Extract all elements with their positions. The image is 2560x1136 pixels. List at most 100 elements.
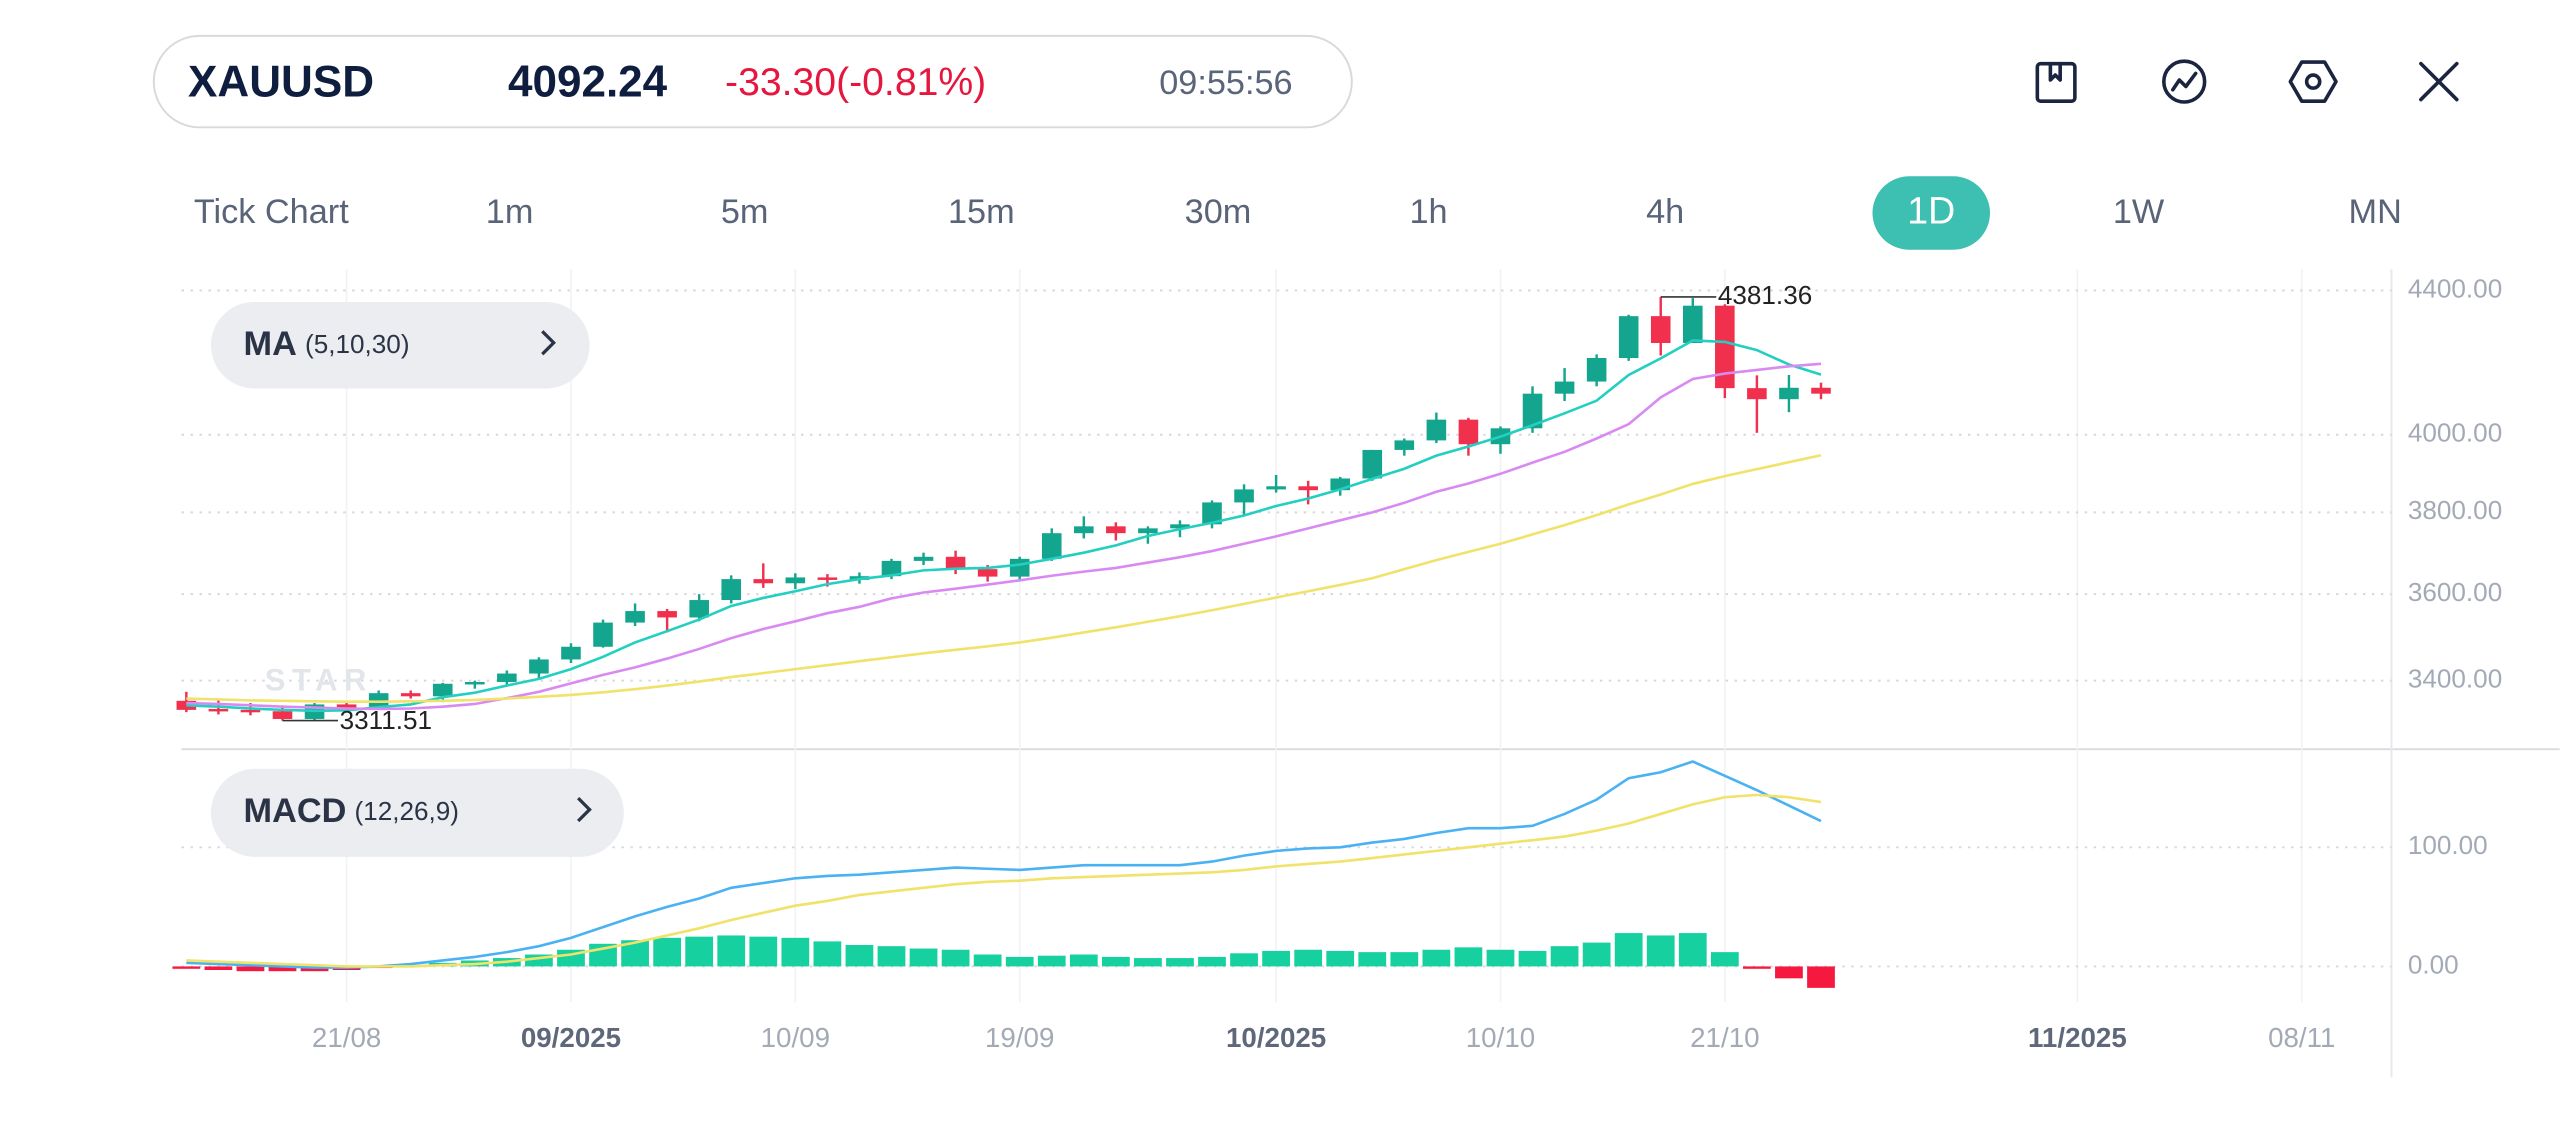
timeframe[interactable]: 1h (1409, 193, 1447, 231)
histogram-bar (1614, 933, 1643, 967)
histogram-bar (1166, 958, 1194, 967)
histogram-bar (1101, 956, 1130, 967)
candle-body (1458, 419, 1479, 445)
histogram-bar (1294, 949, 1323, 967)
candle-body (1811, 387, 1831, 394)
timeframe[interactable]: 1m (486, 193, 534, 231)
quote-pill (152, 34, 1353, 129)
histogram-bar (1454, 947, 1483, 967)
y-tick-label: 4400.00 (2408, 273, 2502, 303)
candle-body (208, 708, 229, 712)
candle-body (689, 600, 709, 618)
y-tick-label: 4000.00 (2408, 418, 2502, 448)
chart-area: 21/08 09/2025 10/09 19/09 10/2025 10/10 21/10 1… (172, 269, 2560, 1078)
timeframe[interactable]: 30m (1185, 193, 1252, 231)
close-icon[interactable] (2419, 61, 2459, 102)
x-tick-label: 10/2025 (1226, 1022, 1326, 1053)
candle-body (881, 560, 902, 577)
timeframe[interactable]: MN (2349, 193, 2402, 231)
candle-body (272, 711, 293, 719)
low-label: 3311.51 (340, 705, 432, 735)
candle-body (1522, 393, 1543, 429)
timeframe[interactable]: 1D (1907, 190, 1955, 232)
macd-pill[interactable] (210, 768, 624, 857)
histogram-bar (1005, 956, 1034, 967)
timeframe-selected (1872, 176, 1990, 250)
settings-icon[interactable] (2288, 60, 2338, 103)
histogram-bar (1390, 952, 1419, 967)
candle-body (1041, 533, 1062, 559)
macd-params: (12,26,9) (355, 796, 460, 826)
candle-body (1138, 528, 1158, 534)
indicator-line (186, 339, 1822, 713)
candle-body (593, 622, 613, 647)
histogram-bar (749, 936, 778, 967)
ma-pill[interactable] (210, 301, 590, 389)
candle-body (561, 646, 581, 660)
timeframe[interactable]: 1W (2113, 193, 2165, 231)
candle-body (913, 556, 934, 561)
candle-body (240, 709, 261, 713)
histogram-bar (973, 954, 1002, 967)
histogram-bar (1646, 935, 1675, 967)
indicator-line (186, 760, 1822, 969)
histogram-bar (1678, 933, 1707, 967)
timeframe[interactable]: 4h (1646, 193, 1684, 231)
candle-body (1009, 558, 1030, 577)
candle-body (465, 681, 485, 685)
histogram-bar (1262, 950, 1290, 967)
bookmark-icon[interactable] (2035, 61, 2077, 103)
candle-body (753, 579, 774, 584)
candle-body (721, 579, 742, 601)
histogram-bar (204, 966, 233, 970)
indicator-line (186, 454, 1822, 704)
candle-body (1362, 449, 1383, 479)
candle-body (1266, 486, 1286, 490)
histogram-bar (172, 966, 201, 969)
timeframe[interactable]: 15m (948, 193, 1015, 231)
timeframe[interactable]: Tick Chart (194, 193, 349, 231)
time: 09:55:56 (1159, 64, 1292, 102)
x-tick-label: 21/08 (312, 1022, 381, 1053)
histogram-bar (236, 966, 265, 972)
x-tick-label: 08/11 (2268, 1022, 2335, 1053)
candle-body (1618, 316, 1639, 359)
candle-body (1298, 486, 1318, 491)
timeframe-bar: Tick Chart 1m 5m 15m 30m 1h 4h 1D 1W MN (194, 176, 2402, 250)
ma-label: MA (5,10,30) (244, 325, 410, 363)
histogram-bar (909, 948, 938, 967)
histogram-bar (268, 966, 297, 972)
histogram-bar (1198, 956, 1226, 967)
histogram-bar (1134, 958, 1162, 967)
candle-body (657, 611, 677, 618)
high-label: 4381.36 (1718, 280, 1812, 310)
candle-body (817, 577, 838, 580)
candle-body (625, 611, 645, 623)
candle-body (1330, 478, 1351, 491)
symbol: XAUUSD (188, 58, 374, 107)
indicator-line (186, 362, 1822, 711)
histogram-bar (1710, 952, 1739, 967)
macd-chevron (577, 796, 592, 823)
histogram-bar (717, 935, 746, 967)
histogram-bar (525, 954, 553, 967)
ma-chevron (541, 330, 556, 356)
candle-body (336, 704, 357, 709)
candle-body (400, 693, 421, 697)
ma-name: MA (244, 325, 297, 363)
candle-body (1426, 419, 1447, 441)
timeframe[interactable]: 5m (721, 193, 769, 231)
candle-body (529, 659, 549, 674)
histogram-bar (653, 937, 681, 967)
candle-body (1715, 305, 1735, 389)
histogram-bar (781, 937, 810, 967)
candle-body (1650, 316, 1671, 343)
histogram-bar (845, 944, 874, 967)
y-tick-label: 3800.00 (2408, 495, 2502, 525)
price: 4092.24 (508, 58, 668, 107)
indicator-icon[interactable] (2162, 59, 2207, 104)
candle-body (785, 577, 806, 584)
macd-label: MACD (12,26,9) (244, 792, 459, 830)
candle-body (1682, 305, 1703, 343)
x-tick-label: 11/2025 (2028, 1022, 2127, 1053)
